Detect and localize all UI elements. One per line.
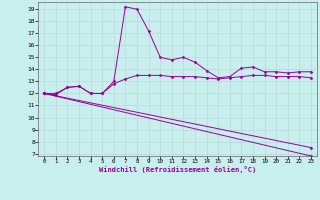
X-axis label: Windchill (Refroidissement éolien,°C): Windchill (Refroidissement éolien,°C) — [99, 166, 256, 173]
